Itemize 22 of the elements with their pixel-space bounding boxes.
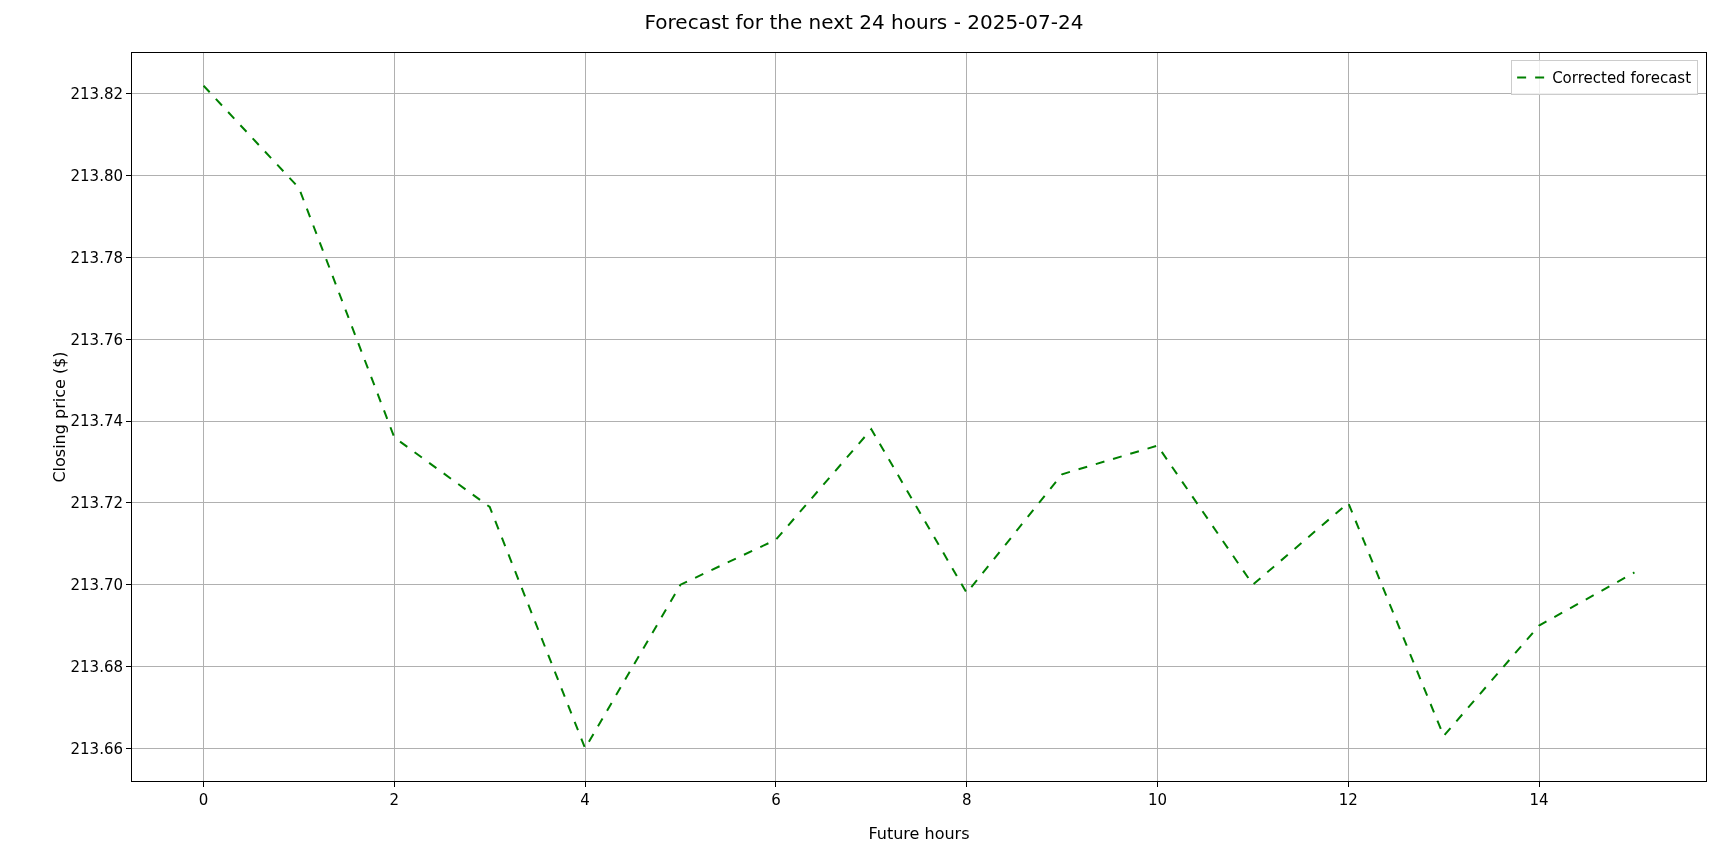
legend-label: Corrected forecast [1552, 69, 1692, 88]
x-tick-label: 10 [1147, 791, 1168, 809]
y-tick-label: 213.76 [70, 330, 123, 349]
y-tick-label: 213.80 [70, 166, 123, 185]
y-tick-label: 213.72 [70, 494, 123, 513]
y-tick-label: 213.68 [70, 657, 123, 676]
line-series [202, 84, 1636, 750]
x-tick-label: 0 [198, 791, 209, 809]
x-tick-label: 2 [389, 791, 400, 809]
y-tick-label: 213.66 [70, 739, 123, 758]
x-tick-label: 14 [1529, 791, 1549, 809]
x-tick-label: 6 [771, 791, 781, 809]
x-tick-label: 12 [1338, 791, 1358, 809]
y-tick-label: 213.74 [70, 412, 123, 431]
x-tick-label: 8 [961, 791, 972, 809]
y-tick-label: 213.70 [70, 575, 123, 594]
y-tick-label: 213.82 [70, 85, 123, 104]
y-tick-label: 213.78 [70, 248, 123, 267]
x-axis-title: Future hours [868, 824, 970, 843]
x-tick-label: 4 [580, 791, 590, 809]
chart-title: Forecast for the next 24 hours - 2025-07-24 [644, 9, 1084, 34]
y-axis-title: Closing price ($) [49, 351, 69, 483]
